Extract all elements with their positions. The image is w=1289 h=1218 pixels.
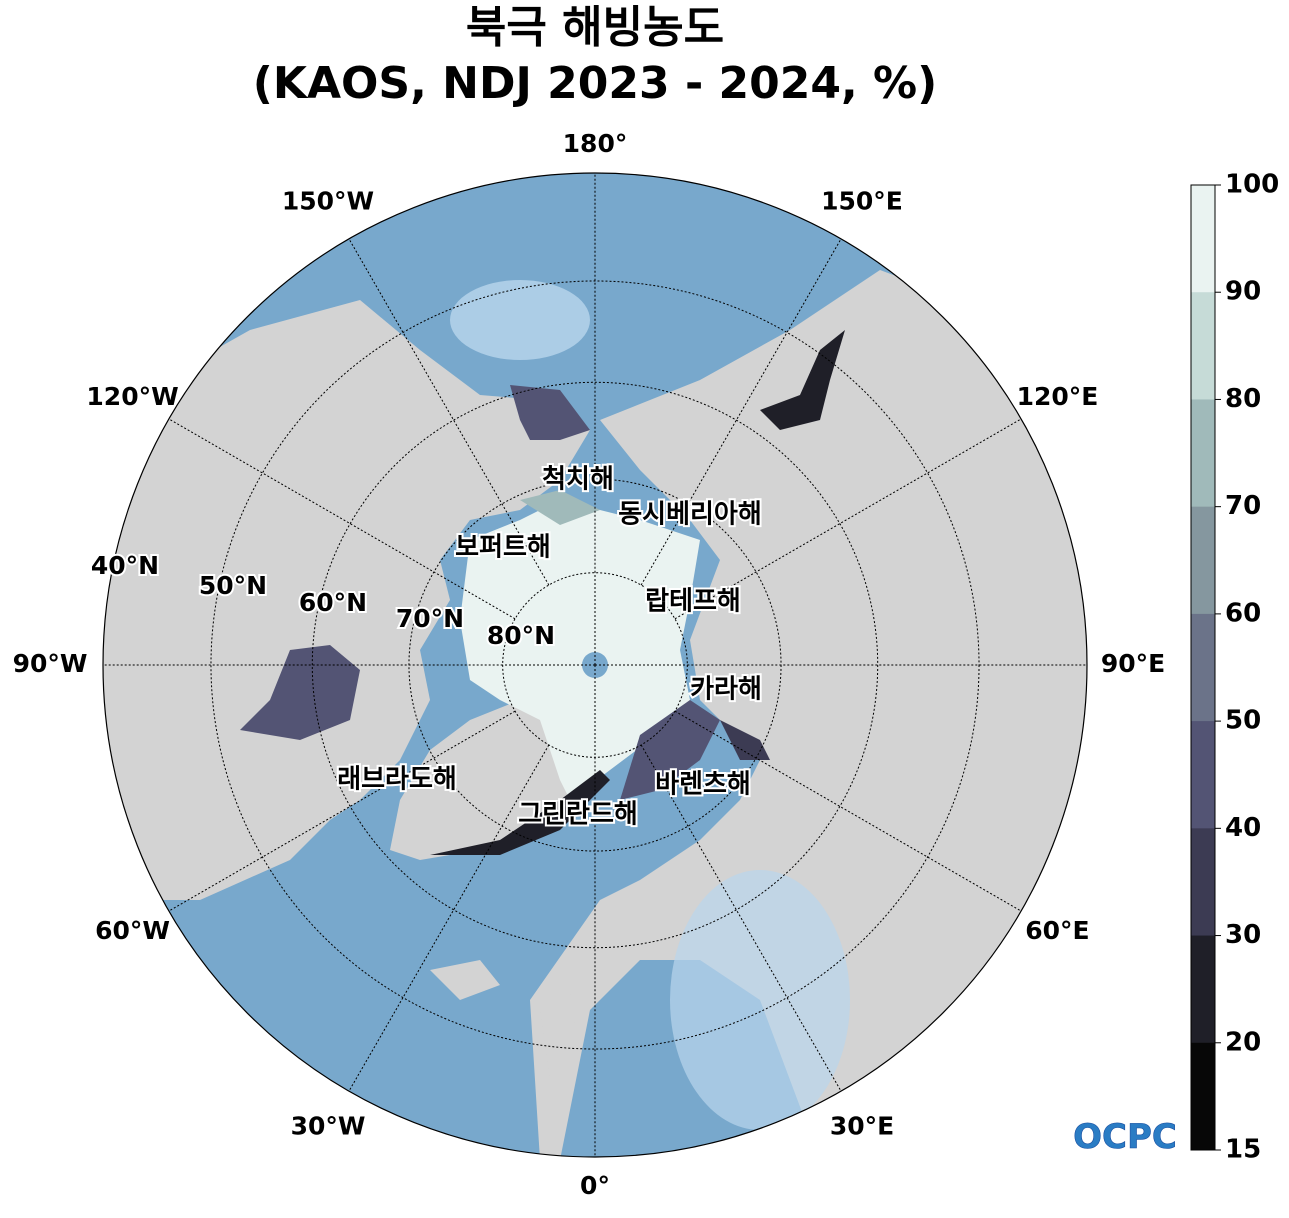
ice-kara-edge [720,720,770,760]
sea-name-label: 래브라도해 [337,765,457,795]
colorbar-band [1191,292,1215,400]
colorbar-band [1191,828,1215,937]
ice-90-100 [460,500,700,800]
meridian-line [674,710,1022,912]
meridian-label: 30°W [291,1111,366,1140]
colorbar-band [1191,1042,1215,1151]
graticule [103,173,1087,1157]
parallel-60 [311,381,879,949]
ice-edge-barents [620,700,720,800]
parallel-50 [210,280,980,1050]
colorbar-tick-label: 40 [1225,813,1261,843]
meridian-line [674,418,1022,620]
meridian-label: 90°W [13,649,88,678]
meridian-label: 30°E [830,1111,894,1140]
meridian-label: 150°E [821,187,903,216]
sea-name-label: 카라해 [690,675,762,705]
meridian-line [348,744,550,1092]
sea-name-label: 그린란드해 [518,800,638,830]
parallel-label: 70°N [396,604,464,633]
map-disk [103,173,1087,1157]
sea-ice-concentration [240,280,850,1130]
sea-name-label: 척치해 [542,465,614,495]
ice-70-80 [520,490,600,525]
map-boundary [102,172,1088,1158]
colorbar-frame [1190,184,1216,1151]
sea-name-label: 보퍼트해 [455,533,551,563]
meridian-label: 120°E [1017,382,1099,411]
parallel-label: 80°N [487,621,555,650]
title-line-2: (KAOS, NDJ 2023 - 2024, %) [253,58,937,109]
meridian-label: 0° [580,1171,610,1200]
colorbar-band [1191,613,1215,722]
parallel-label: 50°N [199,571,267,600]
colorbar-band [1191,185,1215,293]
colorbar-tick-label: 70 [1225,491,1261,521]
colorbar-tick-label: 50 [1225,706,1261,736]
colorbar-band [1191,935,1215,1044]
meridian-line [640,744,842,1092]
meridian-label: 60°E [1025,916,1089,945]
ice-chukchi-edge [510,385,590,440]
ice-hudson-bay [240,645,360,740]
shelf-water [450,280,590,360]
meridian-label: 180° [563,129,628,158]
sea-name-label: 랍테프해 [645,587,741,617]
meridian-label: 90°E [1101,649,1165,678]
meridian-label: 150°W [282,187,374,216]
colorbar-tick-label: 100 [1225,170,1279,200]
meridian-line [640,238,842,586]
parallel-label: 40°N [91,551,159,580]
colorbar-tick-label: 80 [1225,384,1261,414]
meridian-line [168,418,516,620]
colorbar-band [1191,399,1215,508]
title-line-1: 북극 해빙농도 [466,2,724,53]
ocpc-logo: OCPC [1073,1117,1177,1157]
colorbar: 100 90 80 70 60 50 40 30 20 15 [1190,170,1279,1165]
meridian-line [168,710,516,912]
colorbar-tick-label: 90 [1225,277,1261,307]
meridian-labels: 180° 150°E 120°E 90°E 60°E 30°E 0° 30°W 60°W 90°W… [13,129,1166,1200]
sea-name-label: 바렌츠해 [655,770,751,800]
shelf-water [670,870,850,1130]
colorbar-band [1191,721,1215,829]
meridian-label: 120°W [86,382,178,411]
ice-okhotsk [760,330,845,430]
parallel-labels: 80°N 70°N 60°N 50°N 40°N [89,549,557,652]
sea-name-label: 동시베리아해 [618,500,762,530]
meridian-line [348,238,550,586]
colorbar-tick-label: 30 [1225,920,1261,950]
ice-edge-greenland [430,770,610,855]
colorbar-tick-label: 60 [1225,598,1261,628]
colorbar-tick-label: 15 [1225,1135,1261,1165]
parallel-label: 60°N [299,588,367,617]
colorbar-band [1191,506,1215,615]
colorbar-tick-label: 20 [1225,1027,1261,1057]
meridian-label: 60°W [95,916,170,945]
